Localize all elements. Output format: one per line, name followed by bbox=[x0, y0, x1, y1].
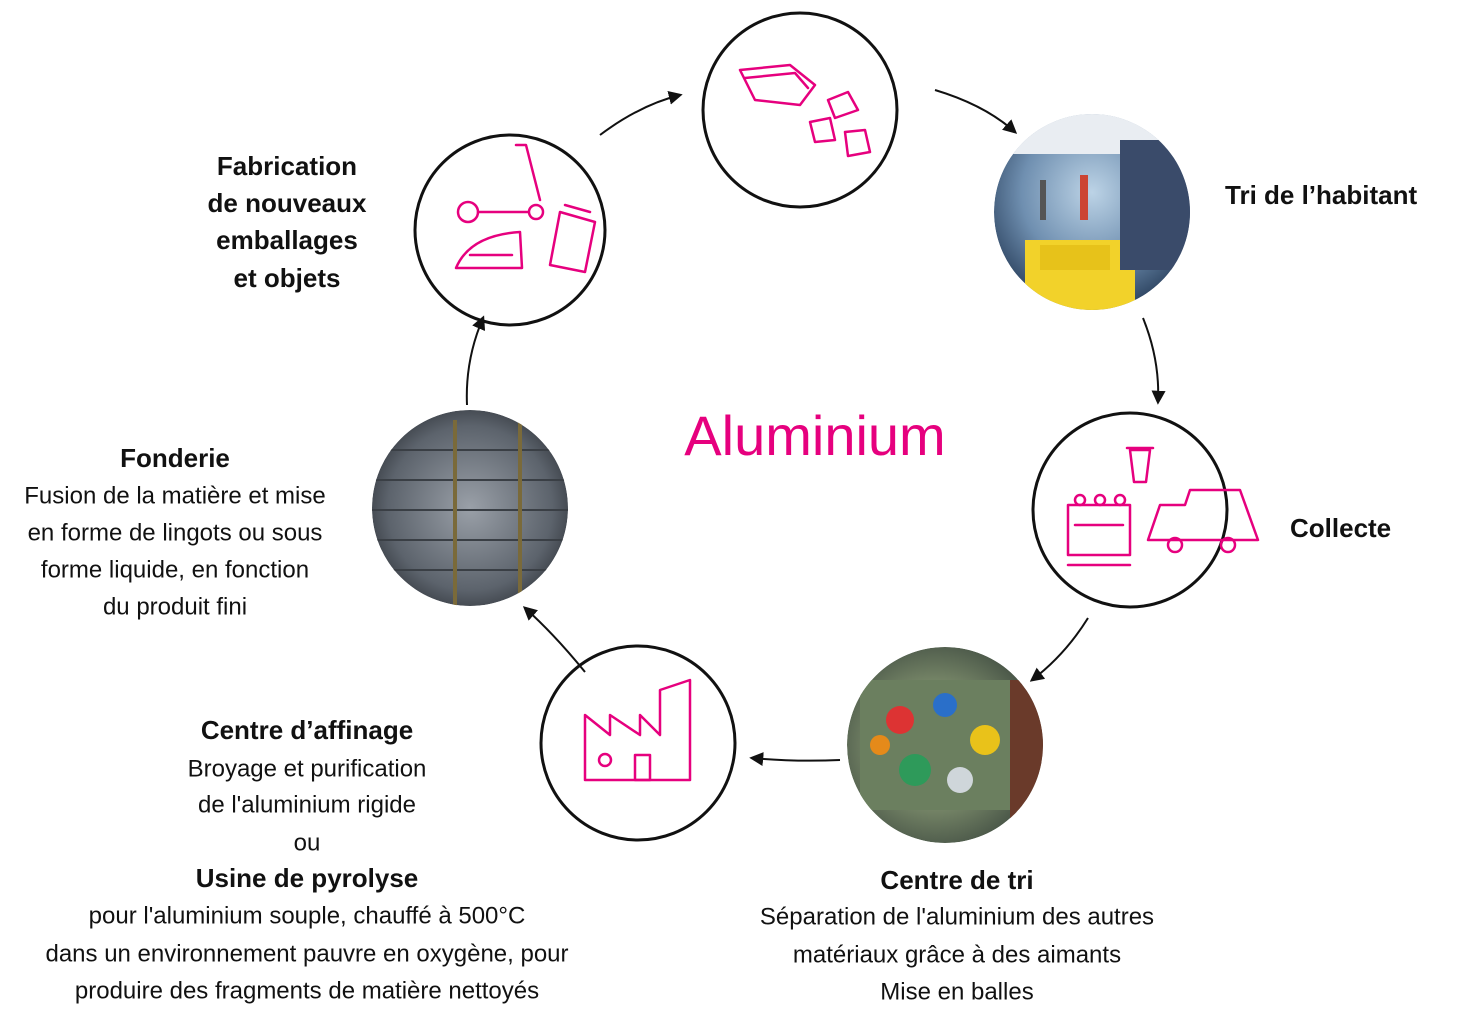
icon-objects bbox=[456, 145, 595, 272]
label-fonderie: Fonderie Fusion de la matière et mise en… bbox=[24, 443, 325, 620]
step-title: emballages bbox=[216, 225, 358, 255]
step-description: dans un environnement pauvre en oxygène,… bbox=[45, 940, 568, 967]
step-title: Usine de pyrolyse bbox=[196, 863, 419, 893]
label-affinage: Centre d’affinage Broyage et purificatio… bbox=[45, 715, 568, 1004]
step-description: Mise en balles bbox=[880, 978, 1033, 1005]
step-title: et objets bbox=[234, 263, 341, 293]
ring bbox=[703, 13, 897, 207]
step-description: pour l'aluminium souple, chauffé à 500°C bbox=[89, 902, 526, 929]
diagram-title: Aluminium bbox=[684, 404, 945, 467]
step-description: Broyage et purification bbox=[188, 755, 427, 782]
icon-factory bbox=[585, 680, 690, 780]
label-centre-tri: Centre de tri Séparation de l'aluminium … bbox=[760, 865, 1154, 1005]
step-description: forme liquide, en fonction bbox=[41, 556, 309, 583]
step-title: Fonderie bbox=[120, 443, 230, 473]
step-description: en forme de lingots ou sous bbox=[28, 519, 323, 546]
photo-bale bbox=[847, 647, 1050, 843]
step-description: de l'aluminium rigide bbox=[198, 791, 416, 818]
page: {"title": "Aluminium", "steps": [ {"titl… bbox=[0, 0, 1475, 1025]
step-description: matériaux grâce à des aimants bbox=[793, 941, 1121, 968]
step-description: Séparation de l'aluminium des autres bbox=[760, 903, 1154, 930]
step-or: ou bbox=[294, 829, 321, 856]
label-fabrication: Fabrication de nouveaux emballages et ob… bbox=[208, 151, 367, 293]
photo-ingots bbox=[372, 410, 570, 606]
ring bbox=[541, 646, 735, 840]
step-description: Fusion de la matière et mise bbox=[24, 482, 325, 509]
step-title: Centre d’affinage bbox=[201, 715, 413, 745]
step-title: Tri de l’habitant bbox=[1225, 180, 1417, 210]
step-title: Collecte bbox=[1290, 513, 1391, 543]
step-description: produire des fragments de matière nettoy… bbox=[75, 977, 539, 1004]
ring bbox=[415, 135, 605, 325]
step-title: de nouveaux bbox=[208, 188, 367, 218]
icon-packaging bbox=[740, 65, 870, 156]
photo-tri bbox=[994, 114, 1190, 310]
step-title: Centre de tri bbox=[880, 865, 1033, 895]
icon-collecte bbox=[1068, 448, 1258, 565]
diagram: Aluminium bbox=[0, 0, 1475, 1025]
step-description: du produit fini bbox=[103, 593, 247, 620]
step-title: Fabrication bbox=[217, 151, 357, 181]
